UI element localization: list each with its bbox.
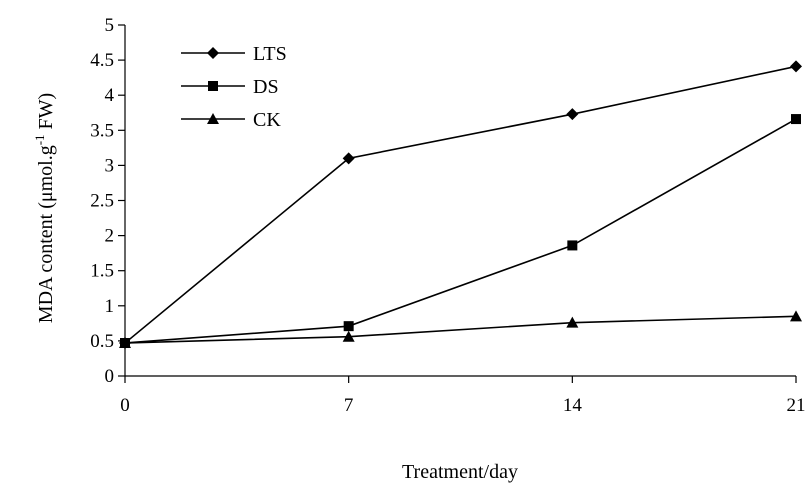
y-axis-title: MDA content (μmol.g-1 FW) xyxy=(32,93,57,323)
legend-label: DS xyxy=(253,76,279,98)
series-lts xyxy=(119,60,802,350)
y-tick-label: 3 xyxy=(105,155,115,176)
series-ck xyxy=(119,310,802,349)
axes xyxy=(124,25,796,377)
y-tick-label: 1.5 xyxy=(90,261,114,282)
y-tick-label: 0 xyxy=(105,366,115,387)
y-axis-title-superscript: -1 xyxy=(32,134,47,145)
y-tick-label: 4.5 xyxy=(90,50,114,71)
y-axis-title-suffix: FW) xyxy=(35,93,57,135)
data-point-ds xyxy=(567,240,578,251)
legend-item-ck: CK xyxy=(181,109,281,131)
legend-item-ds: DS xyxy=(181,76,279,98)
data-point-ck xyxy=(790,310,802,322)
y-axis-title-prefix: MDA content (μmol.g xyxy=(35,145,57,323)
x-tick-label: 14 xyxy=(563,395,583,416)
y-tick-label: 3.5 xyxy=(90,120,114,141)
y-tick-label: 0.5 xyxy=(90,331,114,352)
y-tick-label: 2.5 xyxy=(90,191,114,212)
legend-item-lts: LTS xyxy=(181,43,287,65)
x-axis-title: Treatment/day xyxy=(402,461,518,483)
data-point-lts xyxy=(566,108,579,121)
y-tick-label: 4 xyxy=(105,85,115,106)
legend-label: CK xyxy=(253,109,281,131)
data-point-ds xyxy=(343,321,354,332)
legend-label: LTS xyxy=(253,43,287,65)
x-tick-label: 7 xyxy=(344,395,354,416)
y-tick-label: 2 xyxy=(105,226,115,247)
data-point-lts xyxy=(790,60,802,73)
series-line-lts xyxy=(124,65,797,344)
series-ds xyxy=(120,114,801,349)
series-layer xyxy=(119,60,802,350)
x-tick-label: 0 xyxy=(120,395,130,416)
series-line-ds xyxy=(124,118,797,344)
legend-marker xyxy=(207,47,219,59)
x-tick-label: 21 xyxy=(787,395,806,416)
y-axis-ticks: 0 0.5 1 1.5 2 2.5 3 3.5 4 4.5 5 xyxy=(90,15,125,387)
legend: LTS DS CK xyxy=(181,43,287,131)
x-axis-ticks: 0 7 14 21 xyxy=(120,376,806,416)
data-point-ck xyxy=(119,337,131,349)
data-point-lts xyxy=(342,152,355,165)
legend-marker xyxy=(208,81,218,91)
y-tick-label: 5 xyxy=(105,15,115,36)
data-point-ck xyxy=(566,316,579,328)
data-point-ck xyxy=(342,330,355,342)
legend-marker xyxy=(207,113,219,124)
y-tick-label: 1 xyxy=(105,296,115,317)
series-line-ck xyxy=(124,315,797,344)
data-point-ds xyxy=(791,114,801,125)
